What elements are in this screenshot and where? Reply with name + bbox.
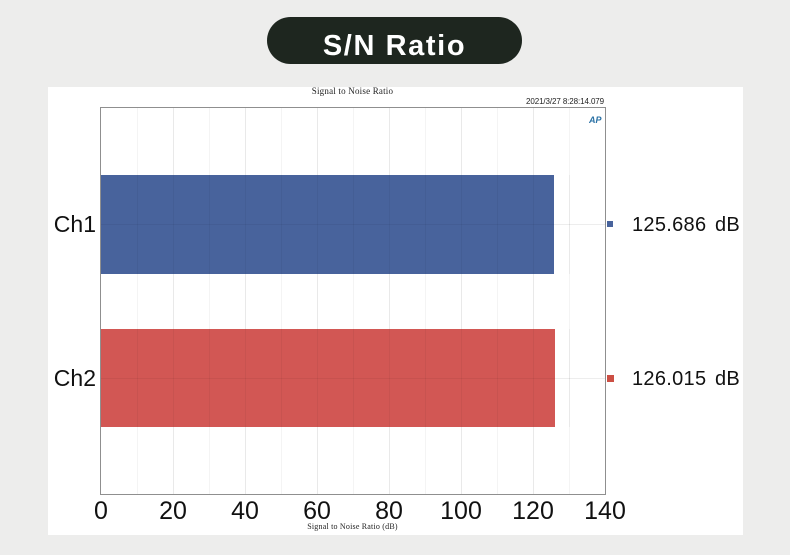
svg-text:AP: AP (589, 115, 602, 124)
